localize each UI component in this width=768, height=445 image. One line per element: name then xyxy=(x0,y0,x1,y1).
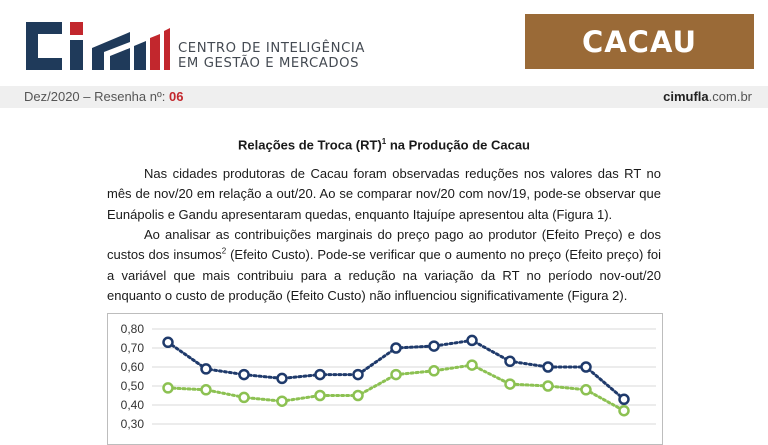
data-point xyxy=(580,384,592,396)
paragraph-2-text-b: (Efeito Custo). Pode-se verificar que o … xyxy=(107,247,661,303)
data-point xyxy=(162,382,174,394)
logo-letter-i xyxy=(70,40,83,70)
data-point xyxy=(390,342,402,354)
paragraph-2-text-a: Ao analisar as contribuições marginais d… xyxy=(107,227,661,263)
logo-stripe-2 xyxy=(150,34,160,70)
line-chart: 0,80 0,70 0,60 0,50 0,40 0,30 xyxy=(121,322,656,431)
logo-stripe-1 xyxy=(134,41,146,70)
data-point xyxy=(618,393,630,406)
data-point xyxy=(238,368,250,381)
title-footnote-marker: 1 xyxy=(381,137,387,146)
data-point xyxy=(504,378,516,390)
paragraph-2-footnote-marker: 2 xyxy=(221,246,227,256)
y-tick-label: 0,40 xyxy=(121,398,145,412)
organization-name: CENTRO DE INTELIGÊNCIA EM GESTÃO E MERCA… xyxy=(178,41,365,71)
issue-info: Dez/2020 – Resenha nº: 06 xyxy=(24,89,183,104)
y-tick-label: 0,30 xyxy=(121,417,145,431)
issue-band xyxy=(0,86,768,108)
org-line-2: EM GESTÃO E MERCADOS xyxy=(178,56,360,71)
data-point xyxy=(466,359,478,371)
data-point xyxy=(542,361,554,373)
data-point xyxy=(200,363,212,375)
site-domain: .com.br xyxy=(708,89,752,104)
data-point xyxy=(352,368,364,381)
y-tick-label: 0,50 xyxy=(121,379,145,393)
y-tick-label: 0,60 xyxy=(121,360,145,374)
data-point xyxy=(466,334,478,347)
data-point xyxy=(314,368,326,381)
paragraph-1: Nas cidades produtoras de Cacau foram ob… xyxy=(107,164,661,225)
paragraph-2: Ao analisar as contribuições marginais d… xyxy=(107,225,661,306)
data-point xyxy=(428,365,440,377)
data-point xyxy=(428,340,440,352)
logo-accent-square xyxy=(70,22,83,35)
figure-1-chart: 0,80 0,70 0,60 0,50 0,40 0,30 xyxy=(107,313,663,445)
title-suffix: na Produção de Cacau xyxy=(386,137,530,153)
data-point xyxy=(580,361,592,373)
issue-prefix: Dez/2020 – Resenha nº: xyxy=(24,89,166,104)
logo-letter-m xyxy=(92,32,130,70)
data-point xyxy=(504,355,516,368)
data-point xyxy=(314,389,326,402)
data-point xyxy=(276,372,288,385)
data-point xyxy=(276,395,288,407)
logo-stripe-3 xyxy=(164,28,170,70)
website-link[interactable]: cimufla.com.br xyxy=(663,89,752,104)
data-point xyxy=(162,336,174,349)
y-tick-label: 0,70 xyxy=(121,341,145,355)
paragraph-1-text: Nas cidades produtoras de Cacau foram ob… xyxy=(107,166,661,222)
y-tick-label: 0,80 xyxy=(121,322,145,336)
logo-letter-c xyxy=(26,22,62,70)
data-point xyxy=(200,384,212,396)
cim-logo xyxy=(26,22,170,70)
org-line-1: CENTRO DE INTELIGÊNCIA xyxy=(178,41,365,56)
data-point xyxy=(618,404,630,417)
site-name: cimufla xyxy=(663,89,709,104)
section-title: Relações de Troca (RT)1 na Produção de C… xyxy=(0,137,768,152)
data-point xyxy=(352,389,364,402)
product-badge: CACAU xyxy=(525,14,754,69)
data-point xyxy=(238,391,250,404)
data-point xyxy=(390,368,402,381)
issue-number: 06 xyxy=(168,89,184,104)
data-point xyxy=(542,380,554,392)
title-text: Relações de Troca (RT) xyxy=(238,137,382,153)
